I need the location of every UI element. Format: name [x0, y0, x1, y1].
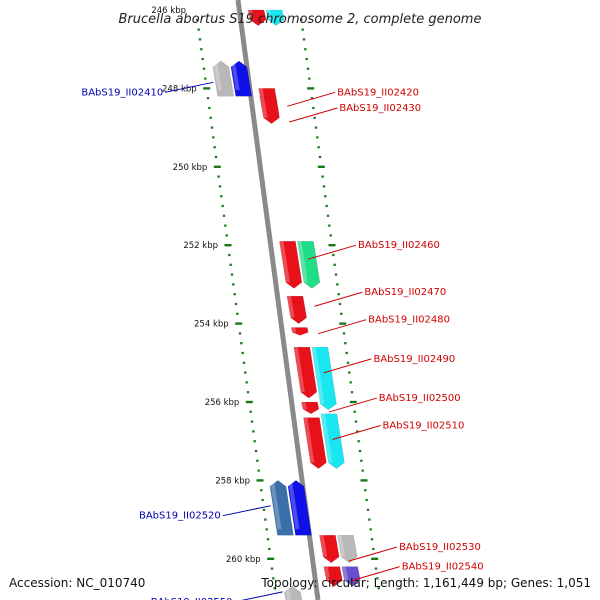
gene-label[interactable]: BAbS19_II02510	[383, 421, 465, 432]
gene-feature-babs19_ii02400b[interactable]	[265, 9, 285, 27]
gene-highlight	[337, 535, 346, 557]
gene-label-leader	[222, 505, 271, 517]
gene-highlight	[259, 96, 268, 118]
gene-label[interactable]: BAbS19_II02470	[364, 287, 446, 298]
gene-highlight	[291, 327, 297, 333]
gene-label[interactable]: BAbS19_II02410	[81, 87, 163, 98]
gene-label-leader	[317, 319, 367, 335]
gene-feature-babs19_ii02430[interactable]	[259, 95, 280, 125]
gene-highlight	[279, 241, 290, 283]
gene-highlight	[311, 347, 325, 404]
topology-text: Topology: circular; Length: 1,161,449 bp…	[260, 576, 591, 590]
gene-label[interactable]: BAbS19_II02550	[151, 597, 233, 600]
gene-feature-babs19_ii02520[interactable]	[269, 480, 294, 536]
gene-highlight	[301, 402, 307, 410]
gene-label[interactable]: BAbS19_II02480	[368, 315, 450, 326]
tick-label: 256 kbp	[205, 398, 240, 408]
gene-highlight	[293, 347, 305, 393]
map-title: Brucella abortus S19 chromosome 2, compl…	[119, 12, 482, 27]
gene-feature-babs19_ii02410b[interactable]	[230, 60, 253, 97]
accession-text: Accession: NC_010740	[9, 576, 145, 590]
gene-highlight	[320, 413, 333, 463]
tick-label: 252 kbp	[183, 241, 218, 251]
gene-label[interactable]: BAbS19_II02490	[373, 354, 455, 365]
tick-label: 254 kbp	[194, 320, 229, 330]
gene-highlight	[303, 417, 315, 463]
gene-highlight	[319, 535, 328, 557]
tick-label: 260 kbp	[226, 555, 261, 565]
gene-label[interactable]: BAbS19_II02460	[358, 240, 440, 251]
gene-highlight	[297, 241, 308, 283]
gene-highlight	[266, 10, 273, 20]
gene-label-leader	[289, 107, 338, 123]
gene-feature-babs19_ii02410[interactable]	[212, 60, 235, 97]
gene-feature-babs19_ii02510[interactable]	[303, 417, 327, 470]
gene-label[interactable]: BAbS19_II02530	[399, 542, 481, 553]
gene-label[interactable]: BAbS19_II02520	[139, 511, 221, 522]
gene-feature-babs19_ii02460b[interactable]	[297, 240, 321, 289]
gene-label-leader	[323, 358, 372, 374]
gene-label-leader	[307, 244, 357, 260]
tick-label: 250 kbp	[173, 163, 208, 173]
gene-label-leader	[351, 566, 400, 582]
gene-label[interactable]: BAbS19_II02420	[337, 87, 419, 98]
gene-label-leader	[348, 546, 398, 562]
gene-highlight	[323, 566, 331, 581]
gene-highlight	[230, 60, 240, 91]
gene-highlight	[248, 10, 255, 20]
gene-feature-babs19_ii02460[interactable]	[279, 240, 303, 289]
gene-feature-babs19_ii02520b[interactable]	[287, 480, 312, 536]
gene-label[interactable]: BAbS19_II02430	[339, 103, 421, 114]
gene-highlight	[341, 566, 349, 581]
gene-highlight	[286, 296, 295, 318]
gene-feature-babs19_ii02490[interactable]	[293, 346, 318, 399]
gene-highlight	[288, 480, 300, 530]
gene-feature-babs19_ii02510b[interactable]	[320, 413, 345, 470]
gene-layer	[212, 9, 361, 600]
tick-label: 246 kbp	[151, 6, 186, 16]
gene-feature-babs19_ii02540[interactable]	[323, 566, 343, 587]
gene-feature-babs19_ii02490b[interactable]	[311, 346, 337, 411]
gene-label-leader	[241, 591, 283, 600]
gene-feature-babs19_ii02470[interactable]	[286, 295, 307, 324]
gene-feature-babs19_ii02530[interactable]	[319, 534, 340, 564]
gene-label-leader	[287, 91, 336, 107]
gene-feature-babs19_ii02540b[interactable]	[341, 566, 361, 587]
gene-feature-babs19_ii02400[interactable]	[247, 9, 267, 27]
gene-label-layer: BAbS19_II02410 BAbS19_II02420 BAbS19_II024…	[81, 81, 484, 600]
gene-highlight	[212, 60, 222, 91]
gene-feature-babs19_ii02550[interactable]	[284, 585, 303, 600]
tick-label: 258 kbp	[215, 476, 250, 486]
gene-label-leader	[165, 81, 214, 93]
gene-label[interactable]: BAbS19_II02500	[379, 393, 461, 404]
gene-highlight	[284, 586, 292, 600]
gene-feature-babs19_ii02500[interactable]	[300, 401, 320, 415]
gene-label[interactable]: BAbS19_II02540	[402, 562, 484, 573]
gene-feature-babs19_ii02480[interactable]	[290, 327, 309, 336]
gene-label-leader	[328, 397, 377, 413]
gene-highlight	[270, 480, 282, 530]
gene-label-leader	[314, 291, 363, 307]
gene-label-leader	[332, 425, 381, 440]
